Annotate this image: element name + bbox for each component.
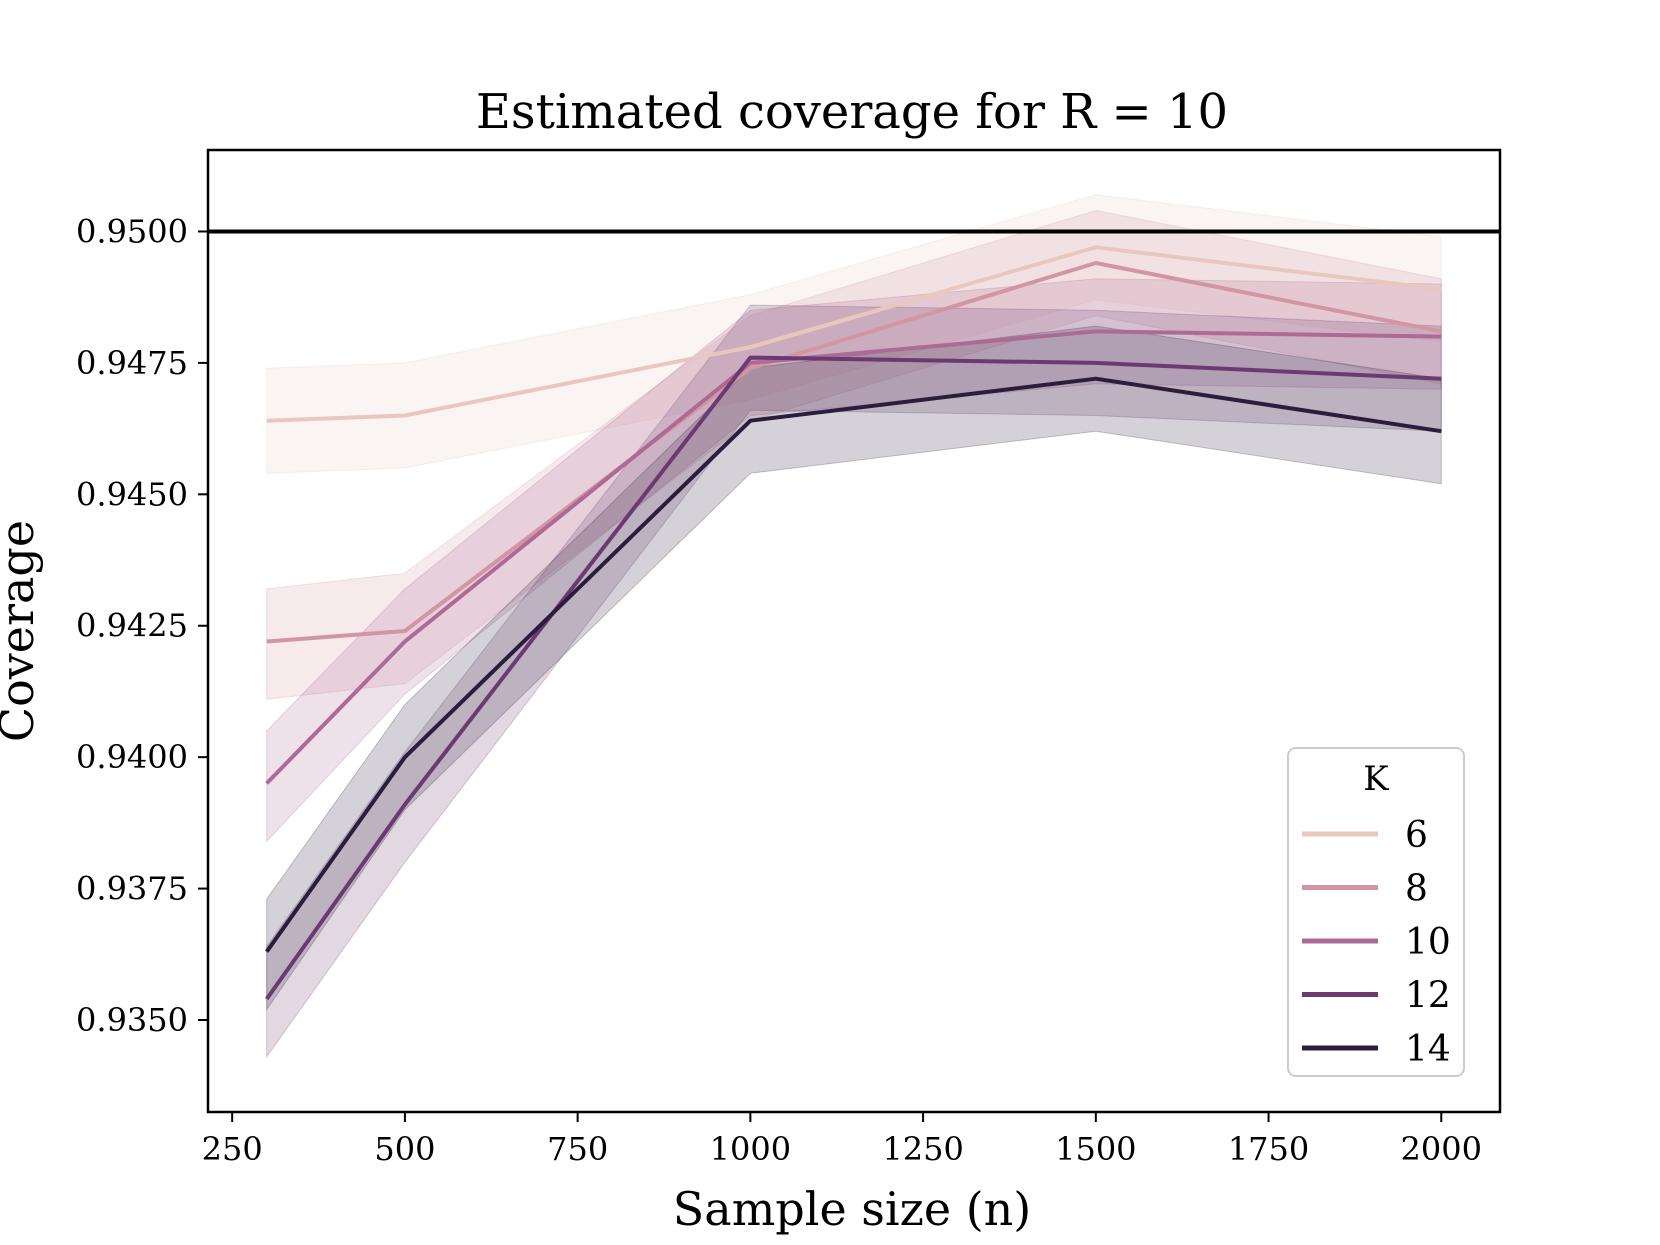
series-lines (265, 245, 1442, 1001)
y-tick-label: 0.9425 (76, 607, 188, 645)
series-line-k8 (266, 261, 1442, 644)
series-line-k10 (265, 329, 1442, 785)
confidence-bands (266, 194, 1442, 1059)
y-tick-label: 0.9475 (76, 344, 188, 382)
chart-title: Estimated coverage for R = 10 (476, 84, 1228, 140)
legend-label-k6: 6 (1405, 815, 1428, 856)
x-axis-label: Sample size (n) (673, 1182, 1031, 1236)
x-tick-label: 1000 (710, 1130, 791, 1168)
x-tick-label: 1750 (1228, 1130, 1309, 1168)
x-axis-ticks: 250 500 750 1000 1250 1500 1750 2000 (202, 1112, 1482, 1168)
legend-title: K (1363, 759, 1389, 799)
x-tick-label: 1250 (882, 1130, 963, 1168)
x-tick-label: 2000 (1401, 1130, 1482, 1168)
legend-label-k10: 10 (1405, 922, 1451, 963)
band-k14 (266, 325, 1442, 1012)
legend: K 6 8 10 12 14 (1287, 747, 1465, 1077)
x-tick-label: 500 (374, 1130, 435, 1168)
legend-label-k14: 14 (1405, 1029, 1451, 1070)
plot-frame (206, 148, 1502, 1114)
band-k6 (266, 194, 1442, 474)
y-tick-label: 0.9400 (76, 738, 188, 776)
legend-label-k8: 8 (1405, 869, 1428, 910)
legend-items: 6 8 10 12 14 (1302, 815, 1451, 1070)
series-line-k6 (266, 245, 1442, 423)
legend-label-k12: 12 (1405, 976, 1451, 1017)
series-line-k12 (265, 355, 1442, 1001)
y-tick-label: 0.9350 (76, 1001, 188, 1039)
y-tick-label: 0.9375 (76, 870, 188, 908)
y-axis-ticks: 0.9350 0.9375 0.9400 0.9425 0.9450 0.9475 0.95… (76, 212, 208, 1039)
y-tick-label: 0.9450 (76, 475, 188, 513)
y-axis-label: Coverage (0, 520, 44, 742)
y-tick-label: 0.9500 (76, 212, 188, 250)
x-tick-label: 250 (202, 1130, 263, 1168)
x-tick-label: 750 (547, 1130, 608, 1168)
series-line-k14 (265, 376, 1442, 953)
x-tick-label: 1500 (1055, 1130, 1136, 1168)
